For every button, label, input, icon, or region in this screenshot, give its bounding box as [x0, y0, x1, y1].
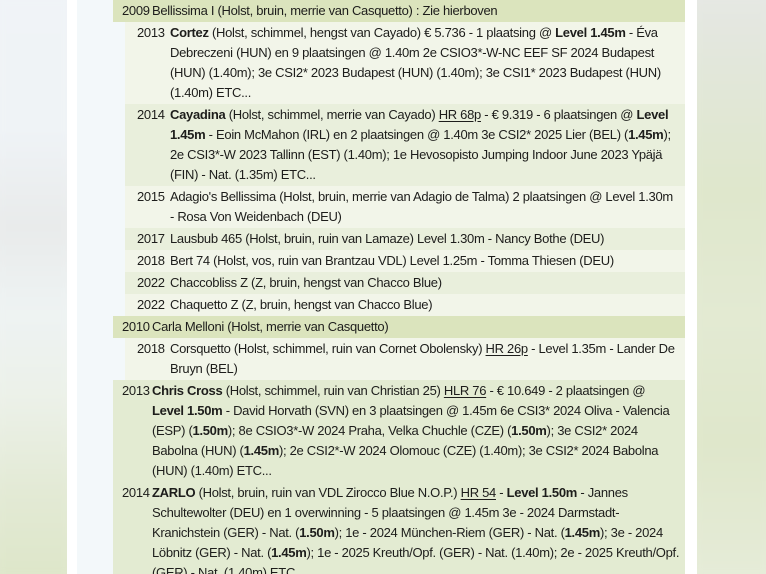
entry-text: Adagio's Bellissima (Holst, bruin, merri…	[170, 187, 685, 227]
pedigree-row-corsquetto: 2018 Corsquetto (Holst, schimmel, ruin va…	[125, 338, 685, 380]
entry-text: Lausbub 465 (Holst, bruin, ruin van Lama…	[170, 229, 685, 249]
pedigree-row-zarlo: 2014 ZARLO (Holst, bruin, ruin van VDL Zi…	[113, 482, 685, 574]
pedigree-row-lausbub-465: 2017 Lausbub 465 (Holst, bruin, ruin van …	[125, 228, 685, 250]
text-segment: Corsquetto (Holst, schimmel, ruin van Co…	[170, 341, 486, 356]
entry-text: Cayadina (Holst, schimmel, merrie van Ca…	[170, 105, 685, 185]
text-segment: Carla Melloni (Holst, merrie van Casquet…	[152, 319, 389, 334]
pedigree-row-chaquetto-z: 2022 Chaquetto Z (Z, bruin, hengst van Ch…	[125, 294, 685, 316]
text-segment: - € 10.649 - 2 plaatsingen @	[486, 383, 646, 398]
blurred-photo-right	[697, 0, 766, 574]
text-segment: ); 2e CSI2*-W 2024 Olomouc (CZE) (1.40m)…	[152, 443, 659, 478]
text-segment: (Holst, schimmel, hengst van Cayado) € 5…	[208, 25, 556, 40]
text-segment: - Éva Debreczeni (HUN) en 9 plaatsingen …	[170, 25, 661, 100]
text-segment: ); 8e CSIO3*-W 2024 Praha, Velka Chuchle…	[227, 423, 512, 438]
text-segment: Level 1.50m	[152, 403, 223, 418]
text-segment: Level 1.45m	[555, 25, 626, 40]
pedigree-row-chris-cross: 2013 Chris Cross (Holst, schimmel, ruin v…	[113, 380, 685, 482]
text-segment: - Eoin McMahon (IRL) en 2 plaatsingen @ …	[205, 127, 629, 142]
entry-text: Carla Melloni (Holst, merrie van Casquet…	[152, 317, 685, 337]
year-label: 2010	[122, 319, 150, 334]
pedigree-row-carla-melloni: 2010 Carla Melloni (Holst, merrie van Cas…	[113, 316, 685, 338]
text-segment: - Level 1.35m - Lander De Bruyn (BEL)	[170, 341, 675, 376]
record-link[interactable]: HR 26p	[485, 341, 529, 356]
text-segment: Chris Cross	[152, 383, 223, 398]
text-segment: 1.50m	[192, 423, 229, 438]
year-label: 2015	[137, 189, 165, 204]
text-segment: (Holst, schimmel, ruin van Christian 25)	[222, 383, 444, 398]
entry-text: ZARLO (Holst, bruin, ruin van VDL Zirocc…	[152, 483, 685, 574]
pedigree-row-bellissima-i: 2009 Bellissima I (Holst, bruin, merrie v…	[113, 0, 685, 22]
pedigree-document: 2009 Bellissima I (Holst, bruin, merrie v…	[77, 0, 685, 574]
record-link[interactable]: HR 68p	[438, 107, 482, 122]
text-segment: Bert 74 (Holst, vos, ruin van Brantzau V…	[170, 253, 614, 268]
entry-text: Bellissima I (Holst, bruin, merrie van C…	[152, 1, 685, 21]
blurred-background-left	[0, 0, 67, 574]
record-link[interactable]: HLR 76	[443, 383, 487, 398]
year-label: 2018	[137, 341, 165, 356]
entry-text: Chris Cross (Holst, schimmel, ruin van C…	[152, 381, 685, 481]
text-segment: Adagio's Bellissima (Holst, bruin, merri…	[170, 189, 673, 224]
text-segment: ZARLO	[152, 485, 196, 500]
text-segment: ); 1e - 2024 München-Riem (GER) - Nat. (	[334, 525, 565, 540]
text-segment: Bellissima I (Holst, bruin, merrie van C…	[152, 3, 498, 18]
text-segment: (Holst, schimmel, merrie van Cayado)	[225, 107, 439, 122]
text-segment: 1.45m	[564, 525, 601, 540]
text-segment: Level 1.45m	[170, 107, 669, 142]
pedigree-row-cayadina: 2014 Cayadina (Holst, schimmel, merrie va…	[125, 104, 685, 186]
text-segment: Chaquetto Z (Z, bruin, hengst van Chacco…	[170, 297, 433, 312]
text-segment: 1.45m	[271, 545, 307, 560]
year-label: 2009	[122, 3, 150, 18]
entry-text: Corsquetto (Holst, schimmel, ruin van Co…	[170, 339, 685, 379]
text-segment: (Holst, bruin, ruin van VDL Zirocco Blue…	[195, 485, 461, 500]
year-label: 2013	[122, 383, 150, 398]
year-label: 2014	[137, 107, 165, 122]
text-segment: - David Horvath (SVN) en 3 plaatsingen @…	[152, 403, 670, 438]
text-segment: ); 2e CSI3*-W 2023 Tallinn (EST) (1.40m)…	[170, 127, 671, 182]
text-segment: ); 1e - 2025 Kreuth/Opf. (GER) - Nat. (1…	[152, 545, 680, 574]
blurred-background-right	[697, 0, 766, 574]
year-label: 2018	[137, 253, 165, 268]
text-segment: - € 9.319 - 6 plaatsingen @	[480, 107, 637, 122]
text-segment: 1.45m	[628, 127, 664, 142]
text-segment: -	[495, 485, 507, 500]
year-label: 2022	[137, 297, 165, 312]
year-label: 2022	[137, 275, 165, 290]
text-segment: - Jannes Schultewolter (DEU) en 1 overwi…	[152, 485, 628, 540]
text-segment: 1.50m	[299, 525, 335, 540]
text-segment: 1.50m	[511, 423, 547, 438]
text-segment: ); 3e - 2024 Löbnitz (GER) - Nat. (	[152, 525, 663, 560]
year-label: 2013	[137, 25, 165, 40]
text-segment: ); 3e CSI2* 2024 Babolna (HUN) (	[152, 423, 638, 458]
year-label: 2014	[122, 485, 150, 500]
text-segment: Cortez	[170, 25, 209, 40]
entry-text: Bert 74 (Holst, vos, ruin van Brantzau V…	[170, 251, 685, 271]
pedigree-row-bert-74: 2018 Bert 74 (Holst, vos, ruin van Brantz…	[125, 250, 685, 272]
entry-text: Chaccobliss Z (Z, bruin, hengst van Chac…	[170, 273, 685, 293]
entry-text: Cortez (Holst, schimmel, hengst van Caya…	[170, 23, 685, 103]
pedigree-row-adagios-bellissima: 2015 Adagio's Bellissima (Holst, bruin, m…	[125, 186, 685, 228]
entry-text: Chaquetto Z (Z, bruin, hengst van Chacco…	[170, 295, 685, 315]
text-segment: 1.45m	[243, 443, 280, 458]
pedigree-table: 2009 Bellissima I (Holst, bruin, merrie v…	[77, 0, 685, 574]
text-segment: Chaccobliss Z (Z, bruin, hengst van Chac…	[170, 275, 442, 290]
text-segment: Cayadina	[170, 107, 226, 122]
year-label: 2017	[137, 231, 165, 246]
text-segment: Lausbub 465 (Holst, bruin, ruin van Lama…	[170, 231, 605, 246]
record-link[interactable]: HR 54	[460, 485, 497, 500]
pedigree-row-cortez: 2013 Cortez (Holst, schimmel, hengst van …	[125, 22, 685, 104]
text-segment: Level 1.50m	[506, 485, 578, 500]
pedigree-row-chaccobliss-z: 2022 Chaccobliss Z (Z, bruin, hengst van …	[125, 272, 685, 294]
blurred-photo-left	[0, 0, 67, 574]
